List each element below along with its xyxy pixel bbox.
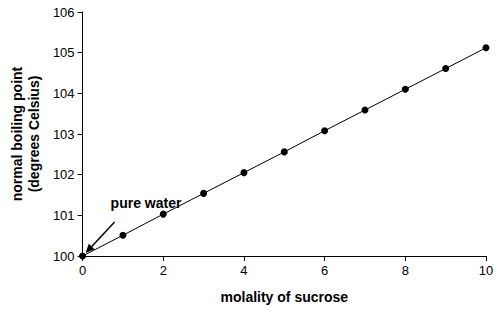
- svg-text:8: 8: [402, 263, 409, 278]
- svg-text:105: 105: [53, 45, 75, 60]
- svg-text:104: 104: [53, 86, 75, 101]
- svg-text:molality of sucrose: molality of sucrose: [220, 289, 348, 305]
- svg-text:106: 106: [53, 5, 75, 20]
- svg-text:100: 100: [53, 249, 75, 264]
- svg-text:2: 2: [160, 263, 167, 278]
- svg-text:0: 0: [79, 263, 86, 278]
- svg-text:103: 103: [53, 127, 75, 142]
- svg-text:4: 4: [240, 263, 247, 278]
- svg-text:102: 102: [53, 167, 75, 182]
- svg-text:10: 10: [479, 263, 493, 278]
- svg-text:pure water: pure water: [111, 195, 182, 211]
- svg-text:6: 6: [321, 263, 328, 278]
- svg-text:normal boiling point: normal boiling point: [9, 66, 25, 201]
- svg-text:101: 101: [53, 208, 75, 223]
- svg-text:(degrees Celsius): (degrees Celsius): [26, 76, 42, 193]
